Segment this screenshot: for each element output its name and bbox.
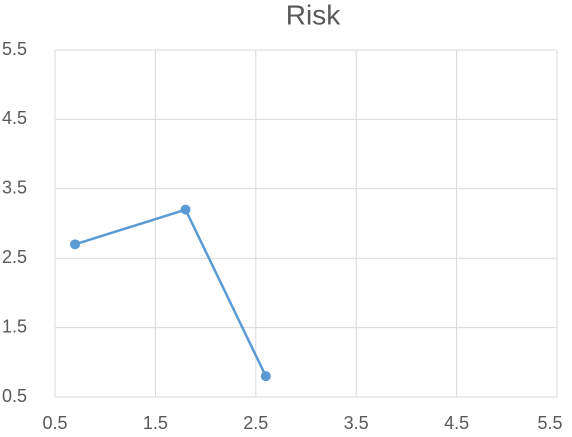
x-tick-label: 0.5 [42,413,67,433]
x-tick-label: 3.5 [344,413,369,433]
data-point [180,204,191,215]
data-point [260,371,271,382]
y-tick-label: 1.5 [2,316,27,336]
y-tick-label: 3.5 [2,178,27,198]
x-tick-label: 1.5 [143,413,168,433]
y-tick-label: 4.5 [2,108,27,128]
data-line [74,208,267,377]
x-tick-label: 5.5 [537,413,562,433]
x-tick-label: 2.5 [243,413,268,433]
data-point [70,239,81,250]
y-tick-label: 5.5 [2,39,27,59]
x-tick-label: 4.5 [444,413,469,433]
y-tick-label: 2.5 [2,247,27,267]
y-tick-label: 0.5 [2,386,27,406]
chart-title: Risk [286,0,341,30]
